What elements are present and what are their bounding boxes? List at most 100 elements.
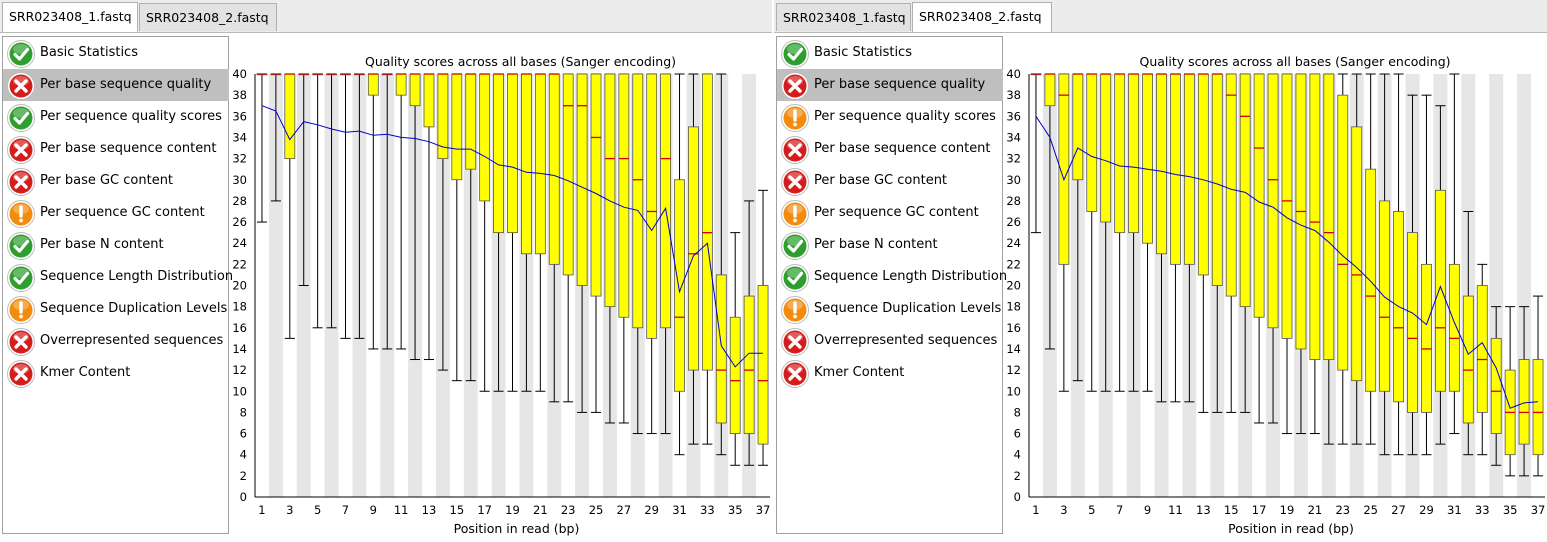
y-tick-label: 2 (240, 469, 247, 483)
module-item[interactable]: Sequence Length Distribution (3, 261, 233, 293)
x-axis-label: Position in read (bp) (454, 521, 580, 536)
left-report-panel: SRR023408_1.fastq SRR023408_2.fastq Basi… (0, 0, 772, 538)
module-item[interactable]: Sequence Length Distribution (777, 261, 1007, 293)
quartile-box (757, 285, 769, 445)
quartile-box (1044, 73, 1056, 107)
quartile-box (548, 73, 560, 265)
quartile-box (465, 73, 477, 170)
fail-cross-icon (781, 72, 809, 100)
module-item[interactable]: Per base sequence quality (777, 69, 1003, 101)
quartile-box (1267, 73, 1279, 329)
y-tick-label: 26 (232, 215, 247, 229)
fail-cross-icon (781, 168, 809, 196)
module-item[interactable]: Kmer Content (3, 357, 229, 389)
module-label: Basic Statistics (40, 45, 138, 60)
module-list: Basic Statistics Per base sequence qualit… (2, 36, 233, 534)
tab-srr023408-2[interactable]: SRR023408_2.fastq (139, 3, 277, 31)
y-tick-label: 34 (232, 130, 247, 144)
quartile-box (1323, 73, 1335, 360)
x-tick-label: 5 (314, 503, 321, 517)
quartile-box (451, 73, 463, 181)
x-tick-label: 11 (394, 503, 409, 517)
y-tick-label: 22 (232, 257, 247, 271)
pass-check-icon (7, 104, 35, 132)
quartile-box (534, 73, 546, 255)
module-item[interactable]: Per sequence GC content (777, 197, 1003, 229)
x-tick-label: 3 (286, 503, 293, 517)
file-tab-bar: SRR023408_1.fastq SRR023408_2.fastq (774, 0, 1547, 33)
quartile-box (1434, 189, 1446, 392)
quartile-box (1421, 263, 1432, 413)
x-tick-label: 11 (1168, 503, 1183, 517)
y-tick-label: 24 (232, 236, 247, 250)
y-tick-label: 28 (1006, 194, 1021, 208)
y-tick-label: 6 (1014, 427, 1021, 441)
x-tick-label: 7 (342, 503, 349, 517)
module-label: Per base sequence quality (40, 77, 212, 92)
fail-cross-icon (7, 360, 35, 388)
quartile-box (409, 73, 421, 107)
y-tick-label: 34 (1006, 130, 1021, 144)
quartile-box (1086, 73, 1098, 212)
x-tick-label: 5 (1088, 503, 1095, 517)
module-item[interactable]: Per base GC content (777, 165, 1003, 197)
module-item[interactable]: Per base GC content (3, 165, 229, 197)
fail-cross-icon (7, 168, 35, 196)
x-tick-label: 13 (1196, 503, 1211, 517)
quartile-box (1114, 73, 1126, 234)
y-tick-label: 10 (232, 384, 247, 398)
module-item[interactable]: Per base N content (3, 229, 229, 261)
module-item[interactable]: Sequence Duplication Levels (3, 293, 229, 325)
fail-cross-icon (7, 72, 35, 100)
mean-line (261, 105, 763, 368)
quartile-box (1448, 263, 1460, 392)
quality-box-plot: Quality scores across all bases (Sanger … (1003, 36, 1547, 538)
pass-check-icon (781, 232, 809, 260)
y-tick-label: 36 (232, 109, 247, 123)
tab-srr023408-2[interactable]: SRR023408_2.fastq (912, 2, 1052, 32)
quartile-box (632, 73, 644, 329)
y-tick-label: 26 (1006, 215, 1021, 229)
y-tick-label: 8 (240, 405, 247, 419)
warning-exclamation-icon (781, 200, 809, 228)
x-tick-label: 9 (1144, 503, 1151, 517)
right-report-panel: SRR023408_1.fastq SRR023408_2.fastq Basi… (774, 0, 1547, 538)
quartile-box (618, 73, 630, 318)
mean-line (1035, 116, 1539, 409)
tab-srr023408-1[interactable]: SRR023408_1.fastq (2, 2, 138, 32)
module-item[interactable]: Per base N content (777, 229, 1003, 261)
pass-check-icon (7, 232, 35, 260)
x-tick-label: 15 (450, 503, 465, 517)
x-tick-label: 23 (561, 503, 576, 517)
y-tick-label: 24 (1006, 236, 1021, 250)
y-tick-label: 32 (1006, 152, 1021, 166)
quartile-box (1142, 73, 1153, 244)
quartile-box (479, 73, 491, 202)
warning-exclamation-icon (7, 200, 35, 228)
module-item[interactable]: Basic Statistics (3, 37, 229, 69)
tab-srr023408-1[interactable]: SRR023408_1.fastq (776, 3, 911, 31)
x-tick-label: 35 (728, 503, 743, 517)
module-item[interactable]: Per base sequence content (3, 133, 229, 165)
quartile-box (395, 73, 407, 96)
quartile-box (688, 126, 699, 371)
module-item[interactable]: Per sequence quality scores (777, 101, 1003, 133)
module-item[interactable]: Sequence Duplication Levels (777, 293, 1003, 325)
warning-exclamation-icon (7, 296, 35, 324)
module-item[interactable]: Kmer Content (777, 357, 1003, 389)
y-tick-label: 20 (1006, 279, 1021, 293)
y-tick-label: 20 (232, 279, 247, 293)
module-item[interactable]: Per base sequence quality (3, 69, 229, 101)
module-label: Per base sequence quality (814, 77, 986, 92)
quartile-box (715, 274, 727, 424)
x-tick-label: 13 (422, 503, 437, 517)
fail-cross-icon (781, 136, 809, 164)
module-item[interactable]: Overrepresented sequences (777, 325, 1003, 357)
module-item[interactable]: Per sequence GC content (3, 197, 229, 229)
quartile-box (1281, 73, 1293, 339)
module-item[interactable]: Per base sequence content (777, 133, 1003, 165)
module-item[interactable]: Overrepresented sequences (3, 325, 229, 357)
module-item[interactable]: Basic Statistics (777, 37, 1003, 69)
quartile-box (507, 73, 518, 234)
module-item[interactable]: Per sequence quality scores (3, 101, 229, 133)
